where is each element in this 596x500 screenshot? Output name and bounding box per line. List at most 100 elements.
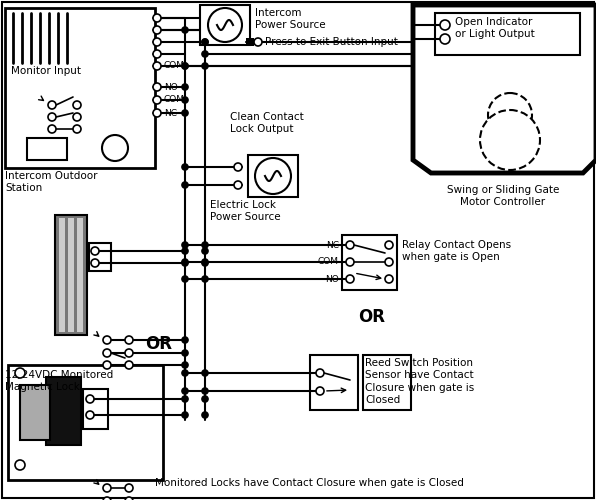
Text: Reed Switch Position
Sensor have Contact
Closure when gate is
Closed: Reed Switch Position Sensor have Contact… [365,358,474,405]
Circle shape [153,38,161,46]
Text: OR: OR [358,308,385,326]
Circle shape [202,412,208,418]
Bar [83,389,108,429]
Circle shape [73,101,81,109]
Text: COM: COM [164,62,185,70]
Bar [77,218,83,332]
Circle shape [48,101,56,109]
Circle shape [153,26,161,34]
Circle shape [202,260,208,266]
Text: COM: COM [318,258,339,266]
Circle shape [346,241,354,249]
Circle shape [316,369,324,377]
Circle shape [234,163,242,171]
Circle shape [208,8,242,42]
Bar [59,218,65,332]
Circle shape [346,258,354,266]
Bar [435,13,580,55]
Polygon shape [413,5,596,173]
Text: OR: OR [145,335,172,353]
Circle shape [202,248,208,254]
Circle shape [488,93,532,137]
Circle shape [91,247,99,255]
Circle shape [202,259,208,265]
Circle shape [48,113,56,121]
Circle shape [182,362,188,368]
Circle shape [153,62,161,70]
Text: NC: NC [326,240,339,250]
Circle shape [182,388,188,394]
Circle shape [182,84,188,90]
Circle shape [202,276,208,282]
Circle shape [255,158,291,194]
Circle shape [182,97,188,103]
Circle shape [182,370,188,376]
Circle shape [202,51,208,57]
Text: Swing or Sliding Gate
Motor Controller: Swing or Sliding Gate Motor Controller [447,185,559,208]
Text: NO: NO [164,82,178,92]
Circle shape [254,38,262,46]
Circle shape [102,135,128,161]
Text: Press to Exit Button Input: Press to Exit Button Input [265,37,398,47]
Circle shape [182,259,188,265]
Circle shape [125,336,133,344]
Text: Electric Lock
Power Source: Electric Lock Power Source [210,200,281,222]
Circle shape [103,349,111,357]
Circle shape [153,96,161,104]
Circle shape [316,387,324,395]
Circle shape [234,181,242,189]
Text: 12/24VDC Monitored
Magnetic Lock: 12/24VDC Monitored Magnetic Lock [5,370,113,392]
Circle shape [103,497,111,500]
Circle shape [103,336,111,344]
Circle shape [202,396,208,402]
Circle shape [125,361,133,369]
Circle shape [182,164,188,170]
Bar [310,355,358,410]
Text: Clean Contact
Lock Output: Clean Contact Lock Output [230,112,304,134]
Circle shape [440,20,450,30]
Circle shape [182,27,188,33]
Circle shape [202,242,208,248]
Circle shape [86,395,94,403]
Circle shape [182,276,188,282]
Circle shape [182,260,188,266]
Circle shape [103,484,111,492]
Circle shape [182,412,188,418]
Circle shape [182,110,188,116]
Bar [5,8,155,168]
Circle shape [48,125,56,133]
Circle shape [15,460,25,470]
Text: NC: NC [164,108,177,118]
Circle shape [153,83,161,91]
Circle shape [182,396,188,402]
Bar [248,155,298,197]
Bar [55,215,87,335]
Bar [342,235,397,290]
Text: Monitor Input: Monitor Input [11,66,81,76]
Circle shape [153,14,161,22]
Circle shape [182,248,188,254]
Bar [363,355,411,410]
Text: COM: COM [164,96,185,104]
Circle shape [385,241,393,249]
Circle shape [202,370,208,376]
Circle shape [103,361,111,369]
Circle shape [182,63,188,69]
Bar [68,218,74,332]
Bar [89,243,111,271]
Circle shape [153,109,161,117]
Bar [20,385,50,440]
Circle shape [480,110,540,170]
Circle shape [153,50,161,58]
Circle shape [182,242,188,248]
Bar [200,5,250,45]
Circle shape [385,275,393,283]
Bar [27,138,67,160]
Circle shape [440,34,450,44]
Circle shape [202,63,208,69]
Circle shape [182,63,188,69]
Text: Monitored Locks have Contact Closure when gate is Closed: Monitored Locks have Contact Closure whe… [155,478,464,488]
Circle shape [73,125,81,133]
Text: Open Indicator
or Light Output: Open Indicator or Light Output [455,17,535,40]
Text: Relay Contact Opens
when gate is Open: Relay Contact Opens when gate is Open [402,240,511,262]
